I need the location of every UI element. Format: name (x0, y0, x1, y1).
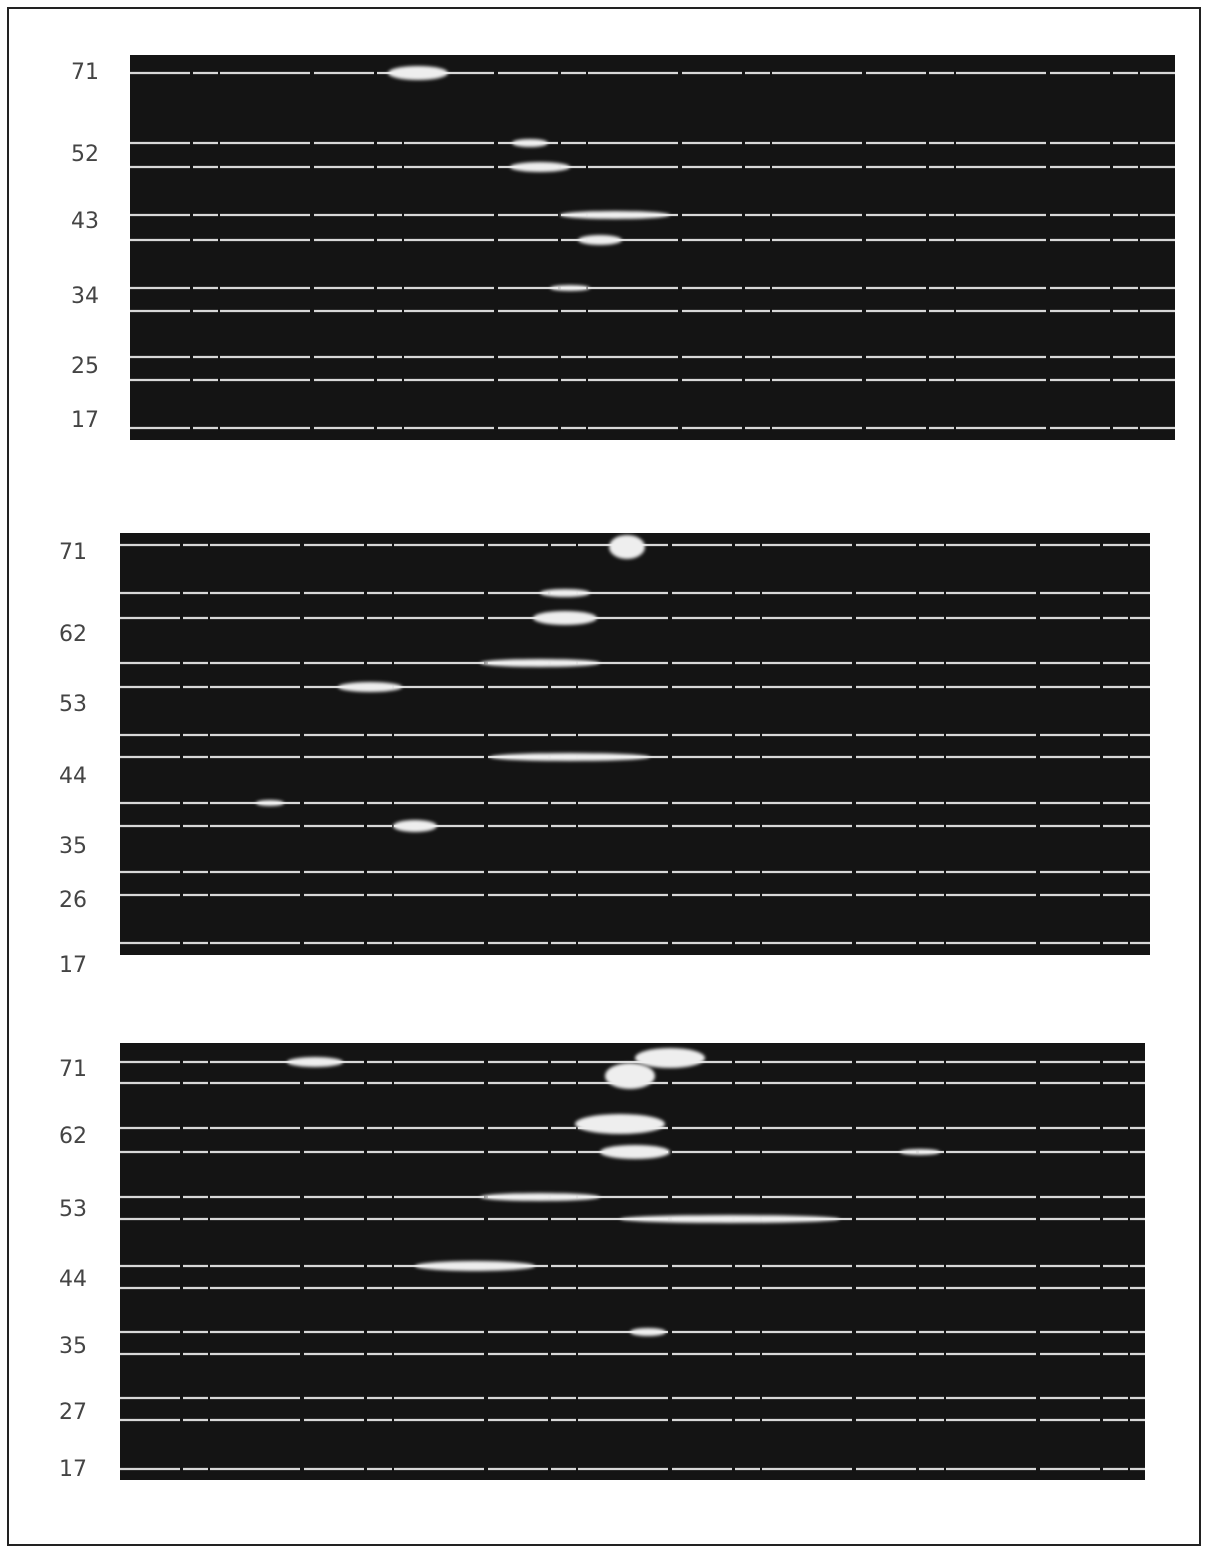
row-label: 17 (59, 953, 87, 978)
bright-spot (635, 1048, 705, 1068)
row-label: 53 (59, 1197, 87, 1222)
figure: 71 52 43 34 25 17 71 62 53 44 35 26 17 71 62 53 44 35 27 17 (0, 0, 1208, 1553)
row-label: 26 (59, 888, 87, 913)
bright-spot (550, 285, 590, 291)
row-label: 34 (71, 284, 99, 309)
bright-spot (388, 66, 448, 80)
panel (120, 1043, 1145, 1480)
panel (130, 55, 1175, 440)
bright-spot (480, 659, 600, 667)
row-label: 25 (71, 354, 99, 379)
bright-spot (256, 800, 284, 806)
row-label: 71 (59, 1057, 87, 1082)
row-label: 62 (59, 622, 87, 647)
bright-spot (900, 1149, 940, 1155)
row-label: 44 (59, 1267, 87, 1292)
bright-spot (630, 1328, 666, 1336)
bright-spot (578, 235, 622, 245)
row-label: 27 (59, 1400, 87, 1425)
bright-spot (490, 753, 650, 761)
panel-background (130, 55, 1175, 440)
bright-spot (512, 139, 548, 147)
row-label: 35 (59, 1334, 87, 1359)
bright-spot (338, 682, 402, 692)
panel (120, 533, 1150, 955)
row-label: 62 (59, 1124, 87, 1149)
bright-spot (287, 1057, 343, 1067)
row-label: 17 (71, 408, 99, 433)
bright-spot (609, 535, 645, 559)
bright-spot (540, 589, 590, 597)
bright-spot (560, 211, 670, 219)
bright-spot (620, 1215, 840, 1223)
bright-spot (393, 820, 437, 832)
row-label: 52 (71, 142, 99, 167)
row-label: 35 (59, 834, 87, 859)
row-label: 43 (71, 209, 99, 234)
row-label: 71 (59, 540, 87, 565)
bright-spot (510, 162, 570, 172)
panel-background (120, 1043, 1145, 1480)
bright-spot (575, 1114, 665, 1134)
bright-spot (533, 611, 597, 625)
row-label: 71 (71, 60, 99, 85)
row-label: 53 (59, 692, 87, 717)
row-label: 17 (59, 1457, 87, 1482)
bright-spot (600, 1145, 670, 1159)
bright-spot (480, 1193, 600, 1201)
panel-background (120, 533, 1150, 955)
bright-spot (415, 1261, 535, 1271)
bright-spot (605, 1063, 655, 1089)
row-label: 44 (59, 764, 87, 789)
